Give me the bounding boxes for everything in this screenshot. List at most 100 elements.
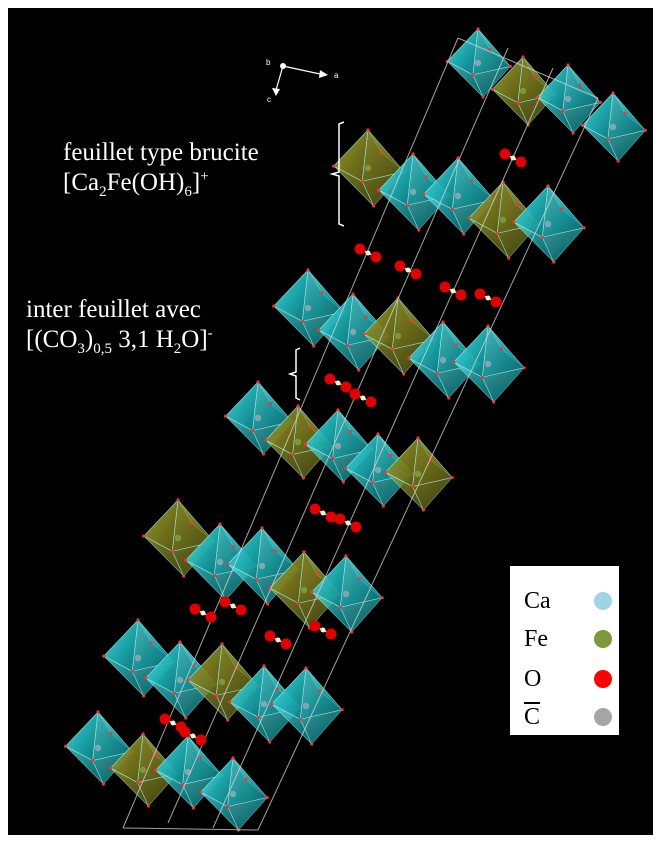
interlayer-bracket bbox=[287, 347, 301, 401]
oxygen-vertex bbox=[102, 654, 106, 658]
ca-atom bbox=[304, 304, 312, 312]
oxygen-vertex bbox=[559, 207, 563, 211]
oxygen-vertex bbox=[336, 408, 340, 412]
fe-atom bbox=[139, 766, 147, 774]
octahedron bbox=[384, 436, 454, 512]
oxygen-vertex bbox=[226, 718, 230, 722]
oxygen-vertex bbox=[254, 577, 258, 581]
oxygen-vertex bbox=[411, 152, 415, 156]
oxygen-vertex bbox=[109, 766, 113, 770]
oxygen-vertex bbox=[304, 442, 308, 446]
oxygen-vertex bbox=[91, 759, 95, 763]
ca-atom bbox=[334, 442, 342, 450]
carbon-atom bbox=[510, 155, 516, 161]
axis-c-arrowhead bbox=[272, 88, 280, 96]
unit-cell-edges bbox=[122, 37, 599, 831]
ca-atom bbox=[484, 360, 492, 368]
cell-edge bbox=[457, 37, 599, 99]
oxygen-vertex bbox=[357, 368, 361, 372]
oxygen-vertex bbox=[381, 504, 385, 508]
oxygen-vertex bbox=[154, 754, 158, 758]
oxygen-vertex bbox=[142, 694, 146, 698]
molecule bbox=[189, 603, 217, 623]
oxygen-vertex bbox=[540, 235, 544, 239]
oxygen-atom bbox=[309, 620, 321, 632]
oxygen-vertex bbox=[244, 778, 248, 782]
oxygen-vertex bbox=[409, 319, 413, 323]
oxygen-vertex bbox=[344, 554, 348, 558]
oxygen-vertex bbox=[296, 601, 300, 605]
oxygen-vertex bbox=[512, 220, 516, 224]
legend-swatch-c bbox=[594, 708, 612, 726]
brucite-layer-bracket bbox=[329, 121, 345, 227]
oxygen-vertex bbox=[199, 790, 203, 794]
oxygen-atom bbox=[159, 713, 171, 725]
carbon-atom bbox=[170, 720, 176, 726]
oxygen-vertex bbox=[521, 55, 525, 59]
oxygen-atom bbox=[474, 288, 486, 300]
oxygen-vertex bbox=[226, 562, 230, 566]
legend-label-fe: Fe bbox=[524, 626, 548, 652]
oxygen-vertex bbox=[144, 676, 148, 680]
oxygen-vertex bbox=[319, 291, 323, 295]
oxygen-vertex bbox=[486, 324, 490, 328]
molecule bbox=[179, 726, 207, 746]
ca-atom bbox=[302, 702, 310, 710]
carbon-atom bbox=[275, 637, 281, 643]
oxygen-vertex bbox=[402, 372, 406, 376]
oxygen-vertex bbox=[350, 630, 354, 634]
cell-edge bbox=[122, 827, 259, 831]
oxygen-atom bbox=[515, 156, 527, 168]
oxygen-vertex bbox=[380, 596, 384, 600]
interlayer-molecules bbox=[159, 148, 527, 746]
carbon-atom bbox=[335, 380, 341, 386]
oxygen-vertex bbox=[377, 188, 381, 192]
oxygen-vertex bbox=[224, 414, 228, 418]
legend-label-ca: Ca bbox=[524, 588, 551, 614]
oxygen-vertex bbox=[300, 319, 304, 323]
oxygen-vertex bbox=[349, 430, 353, 434]
oxygen-vertex bbox=[170, 549, 174, 553]
oxygen-vertex bbox=[214, 693, 218, 697]
oxygen-vertex bbox=[272, 304, 276, 308]
oxygen-vertex bbox=[424, 175, 428, 179]
oxygen-vertex bbox=[228, 700, 232, 704]
oxygen-atom bbox=[189, 603, 201, 615]
legend-swatch-fe bbox=[594, 630, 612, 648]
oxygen-vertex bbox=[467, 216, 471, 220]
octahedron bbox=[199, 756, 269, 832]
molecule bbox=[394, 260, 422, 280]
oxygen-vertex bbox=[471, 73, 475, 77]
oxygen-vertex bbox=[265, 796, 269, 800]
carbon-atom bbox=[200, 610, 206, 616]
oxygen-atom bbox=[324, 373, 336, 385]
oxygen-vertex bbox=[315, 573, 319, 577]
ca-atom bbox=[134, 654, 142, 662]
oxygen-vertex bbox=[411, 485, 415, 489]
carbon-atom bbox=[485, 295, 491, 301]
oxygen-vertex bbox=[379, 151, 383, 155]
oxygen-vertex bbox=[357, 577, 361, 581]
ca-atom bbox=[474, 59, 482, 67]
axis-c-label: c bbox=[267, 95, 271, 104]
oxygen-vertex bbox=[598, 100, 602, 104]
fe-atom bbox=[218, 678, 226, 686]
oxygen-vertex bbox=[462, 232, 466, 236]
oxygen-vertex bbox=[191, 806, 195, 810]
oxygen-vertex bbox=[306, 268, 310, 272]
oxygen-vertex bbox=[270, 702, 274, 706]
oxygen-vertex bbox=[220, 642, 224, 646]
cell-edge bbox=[167, 47, 509, 824]
oxygen-vertex bbox=[507, 256, 511, 260]
oxygen-vertex bbox=[606, 137, 610, 141]
oxygen-vertex bbox=[469, 179, 473, 183]
oxygen-vertex bbox=[580, 123, 585, 127]
oxygen-atom bbox=[325, 628, 337, 640]
oxygen-vertex bbox=[384, 470, 388, 474]
octahedron bbox=[362, 296, 436, 376]
oxygen-atom bbox=[370, 251, 382, 263]
oxygen-vertex bbox=[535, 95, 540, 99]
ca-atom bbox=[176, 676, 184, 684]
ca-atom bbox=[229, 790, 237, 798]
oxygen-vertex bbox=[301, 476, 305, 480]
